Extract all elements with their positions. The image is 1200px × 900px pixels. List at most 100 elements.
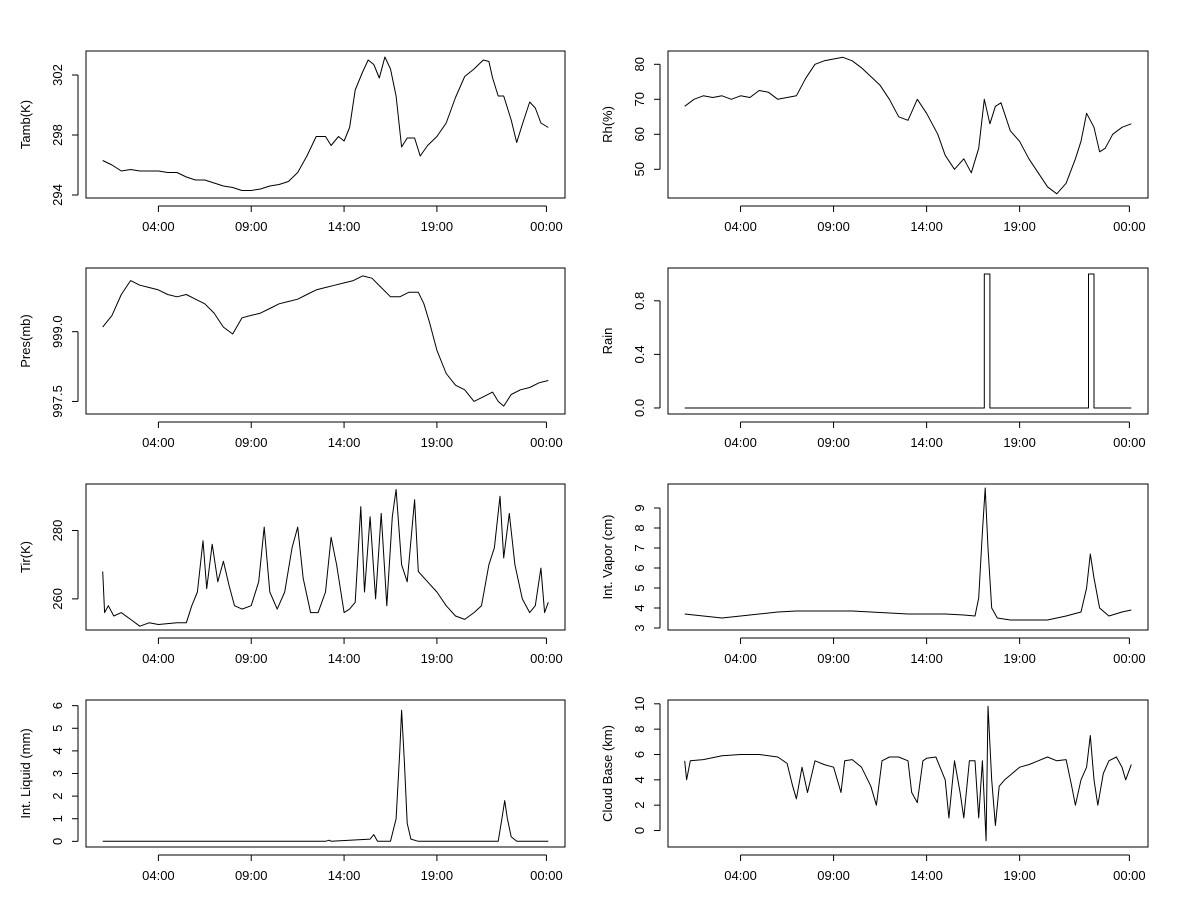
x-tick-label: 09:00 [817, 868, 850, 883]
y-axis: 260 280 [50, 520, 79, 610]
x-axis: 04:00 09:00 14:00 19:00 00:00 [724, 637, 1146, 666]
x-axis: 04:00 09:00 14:00 19:00 00:00 [724, 421, 1146, 450]
y-tick-label: 260 [50, 588, 65, 610]
plot-frame [667, 483, 1149, 631]
x-tick-label: 09:00 [235, 219, 268, 234]
x-tick-label: 04:00 [724, 219, 757, 234]
y-tick-label: 999.0 [50, 315, 65, 348]
y-tick-label: 6 [632, 751, 647, 758]
x-tick-label: 14:00 [328, 219, 361, 234]
x-tick-label: 14:00 [328, 651, 361, 666]
y-tick-label: 0.4 [632, 345, 647, 363]
y-axis-label: Tir(K) [18, 541, 33, 573]
y-axis-label: Cloud Base (km) [600, 725, 615, 822]
x-axis: 04:00 09:00 14:00 19:00 00:00 [142, 854, 563, 883]
series-line [684, 56, 1132, 195]
y-axis: 997.5 999.0 [50, 315, 79, 418]
y-tick-label: 2 [50, 792, 65, 799]
y-axis-label: Tamb(K) [18, 100, 33, 149]
x-tick-label: 09:00 [235, 868, 268, 883]
series-line [102, 709, 549, 842]
x-axis: 04:00 09:00 14:00 19:00 00:00 [724, 854, 1146, 883]
y-tick-label: 60 [632, 127, 647, 141]
x-tick-label: 04:00 [724, 651, 757, 666]
x-tick-label: 09:00 [817, 651, 850, 666]
y-tick-label: 1 [50, 815, 65, 822]
y-tick-label: 0.0 [632, 399, 647, 417]
x-tick-label: 19:00 [1003, 435, 1036, 450]
plot-frame [667, 699, 1149, 848]
x-tick-label: 19:00 [1003, 651, 1036, 666]
x-tick-label: 14:00 [910, 651, 943, 666]
panel-8: 04:00 09:00 14:00 19:00 00:00 0 2 4 6 8 10 Cloud Ba… [600, 697, 1149, 883]
x-tick-label: 00:00 [1113, 435, 1146, 450]
plot-frame [85, 267, 566, 415]
y-tick-label: 9 [632, 504, 647, 511]
y-tick-label: 7 [632, 544, 647, 551]
x-tick-label: 14:00 [910, 219, 943, 234]
y-axis: 50 60 70 80 [632, 57, 661, 177]
x-tick-label: 00:00 [530, 435, 563, 450]
x-tick-label: 00:00 [1113, 219, 1146, 234]
y-tick-label: 70 [632, 92, 647, 106]
y-tick-label: 10 [632, 697, 647, 711]
y-tick-label: 3 [632, 624, 647, 631]
y-tick-label: 0.8 [632, 292, 647, 310]
x-tick-label: 04:00 [724, 435, 757, 450]
y-axis-label: Pres(mb) [18, 314, 33, 367]
x-tick-label: 19:00 [421, 435, 454, 450]
panel-4: 04:00 09:00 14:00 19:00 00:00 0.0 0.4 0.8 Rain [600, 267, 1149, 450]
x-axis: 04:00 09:00 14:00 19:00 00:00 [142, 421, 563, 450]
panel-1: 04:00 09:00 14:00 19:00 00:00 294 298 302 Tamb(K… [18, 50, 566, 234]
y-tick-label: 50 [632, 162, 647, 176]
y-axis: 0 2 4 6 8 10 [632, 697, 661, 834]
y-tick-label: 997.5 [50, 385, 65, 418]
plot-frame [85, 699, 566, 848]
y-tick-label: 6 [50, 702, 65, 709]
y-tick-label: 0 [50, 838, 65, 845]
y-tick-label: 294 [50, 184, 65, 206]
x-tick-label: 09:00 [817, 435, 850, 450]
x-tick-label: 00:00 [530, 651, 563, 666]
x-tick-label: 19:00 [421, 868, 454, 883]
y-tick-label: 298 [50, 124, 65, 146]
x-tick-label: 14:00 [328, 435, 361, 450]
x-tick-label: 19:00 [1003, 219, 1036, 234]
x-tick-label: 04:00 [142, 435, 175, 450]
x-tick-label: 19:00 [421, 219, 454, 234]
y-tick-label: 8 [632, 524, 647, 531]
y-axis-label: Int. Vapor (cm) [600, 514, 615, 599]
y-axis: 0 1 2 3 4 5 6 [50, 702, 79, 845]
x-tick-label: 04:00 [142, 651, 175, 666]
x-tick-label: 09:00 [817, 219, 850, 234]
panel-7: 04:00 09:00 14:00 19:00 00:00 0 1 2 3 4 5 6 Int. Liq… [18, 699, 566, 883]
x-axis: 04:00 09:00 14:00 19:00 00:00 [724, 205, 1146, 234]
plot-frame [667, 267, 1149, 415]
y-tick-label: 0 [632, 827, 647, 834]
y-axis: 3 4 5 6 7 8 9 [632, 504, 661, 632]
panel-2: 04:00 09:00 14:00 19:00 00:00 50 60 70 80 Rh(%) [600, 50, 1149, 234]
y-axis: 294 298 302 [50, 64, 79, 206]
y-tick-label: 302 [50, 64, 65, 86]
y-tick-label: 4 [632, 604, 647, 611]
y-tick-label: 280 [50, 520, 65, 542]
x-tick-label: 14:00 [328, 868, 361, 883]
plot-frame [85, 50, 566, 199]
series-line [102, 56, 549, 191]
x-tick-label: 04:00 [142, 868, 175, 883]
panel-3: 04:00 09:00 14:00 19:00 00:00 997.5 999.0 Pres(… [18, 267, 566, 450]
x-tick-label: 04:00 [142, 219, 175, 234]
series-line [684, 705, 1132, 842]
y-tick-label: 8 [632, 726, 647, 733]
x-axis: 04:00 09:00 14:00 19:00 00:00 [142, 637, 563, 666]
y-tick-label: 80 [632, 57, 647, 71]
panel-6: 04:00 09:00 14:00 19:00 00:00 3 4 5 6 7 8 9 Int. Vap… [600, 483, 1149, 666]
x-tick-label: 00:00 [1113, 651, 1146, 666]
y-tick-label: 4 [632, 776, 647, 783]
y-axis-label: Int. Liquid (mm) [18, 728, 33, 818]
y-tick-label: 5 [632, 584, 647, 591]
x-tick-label: 00:00 [1113, 868, 1146, 883]
x-tick-label: 14:00 [910, 435, 943, 450]
y-tick-label: 2 [632, 802, 647, 809]
x-axis: 04:00 09:00 14:00 19:00 00:00 [142, 205, 563, 234]
